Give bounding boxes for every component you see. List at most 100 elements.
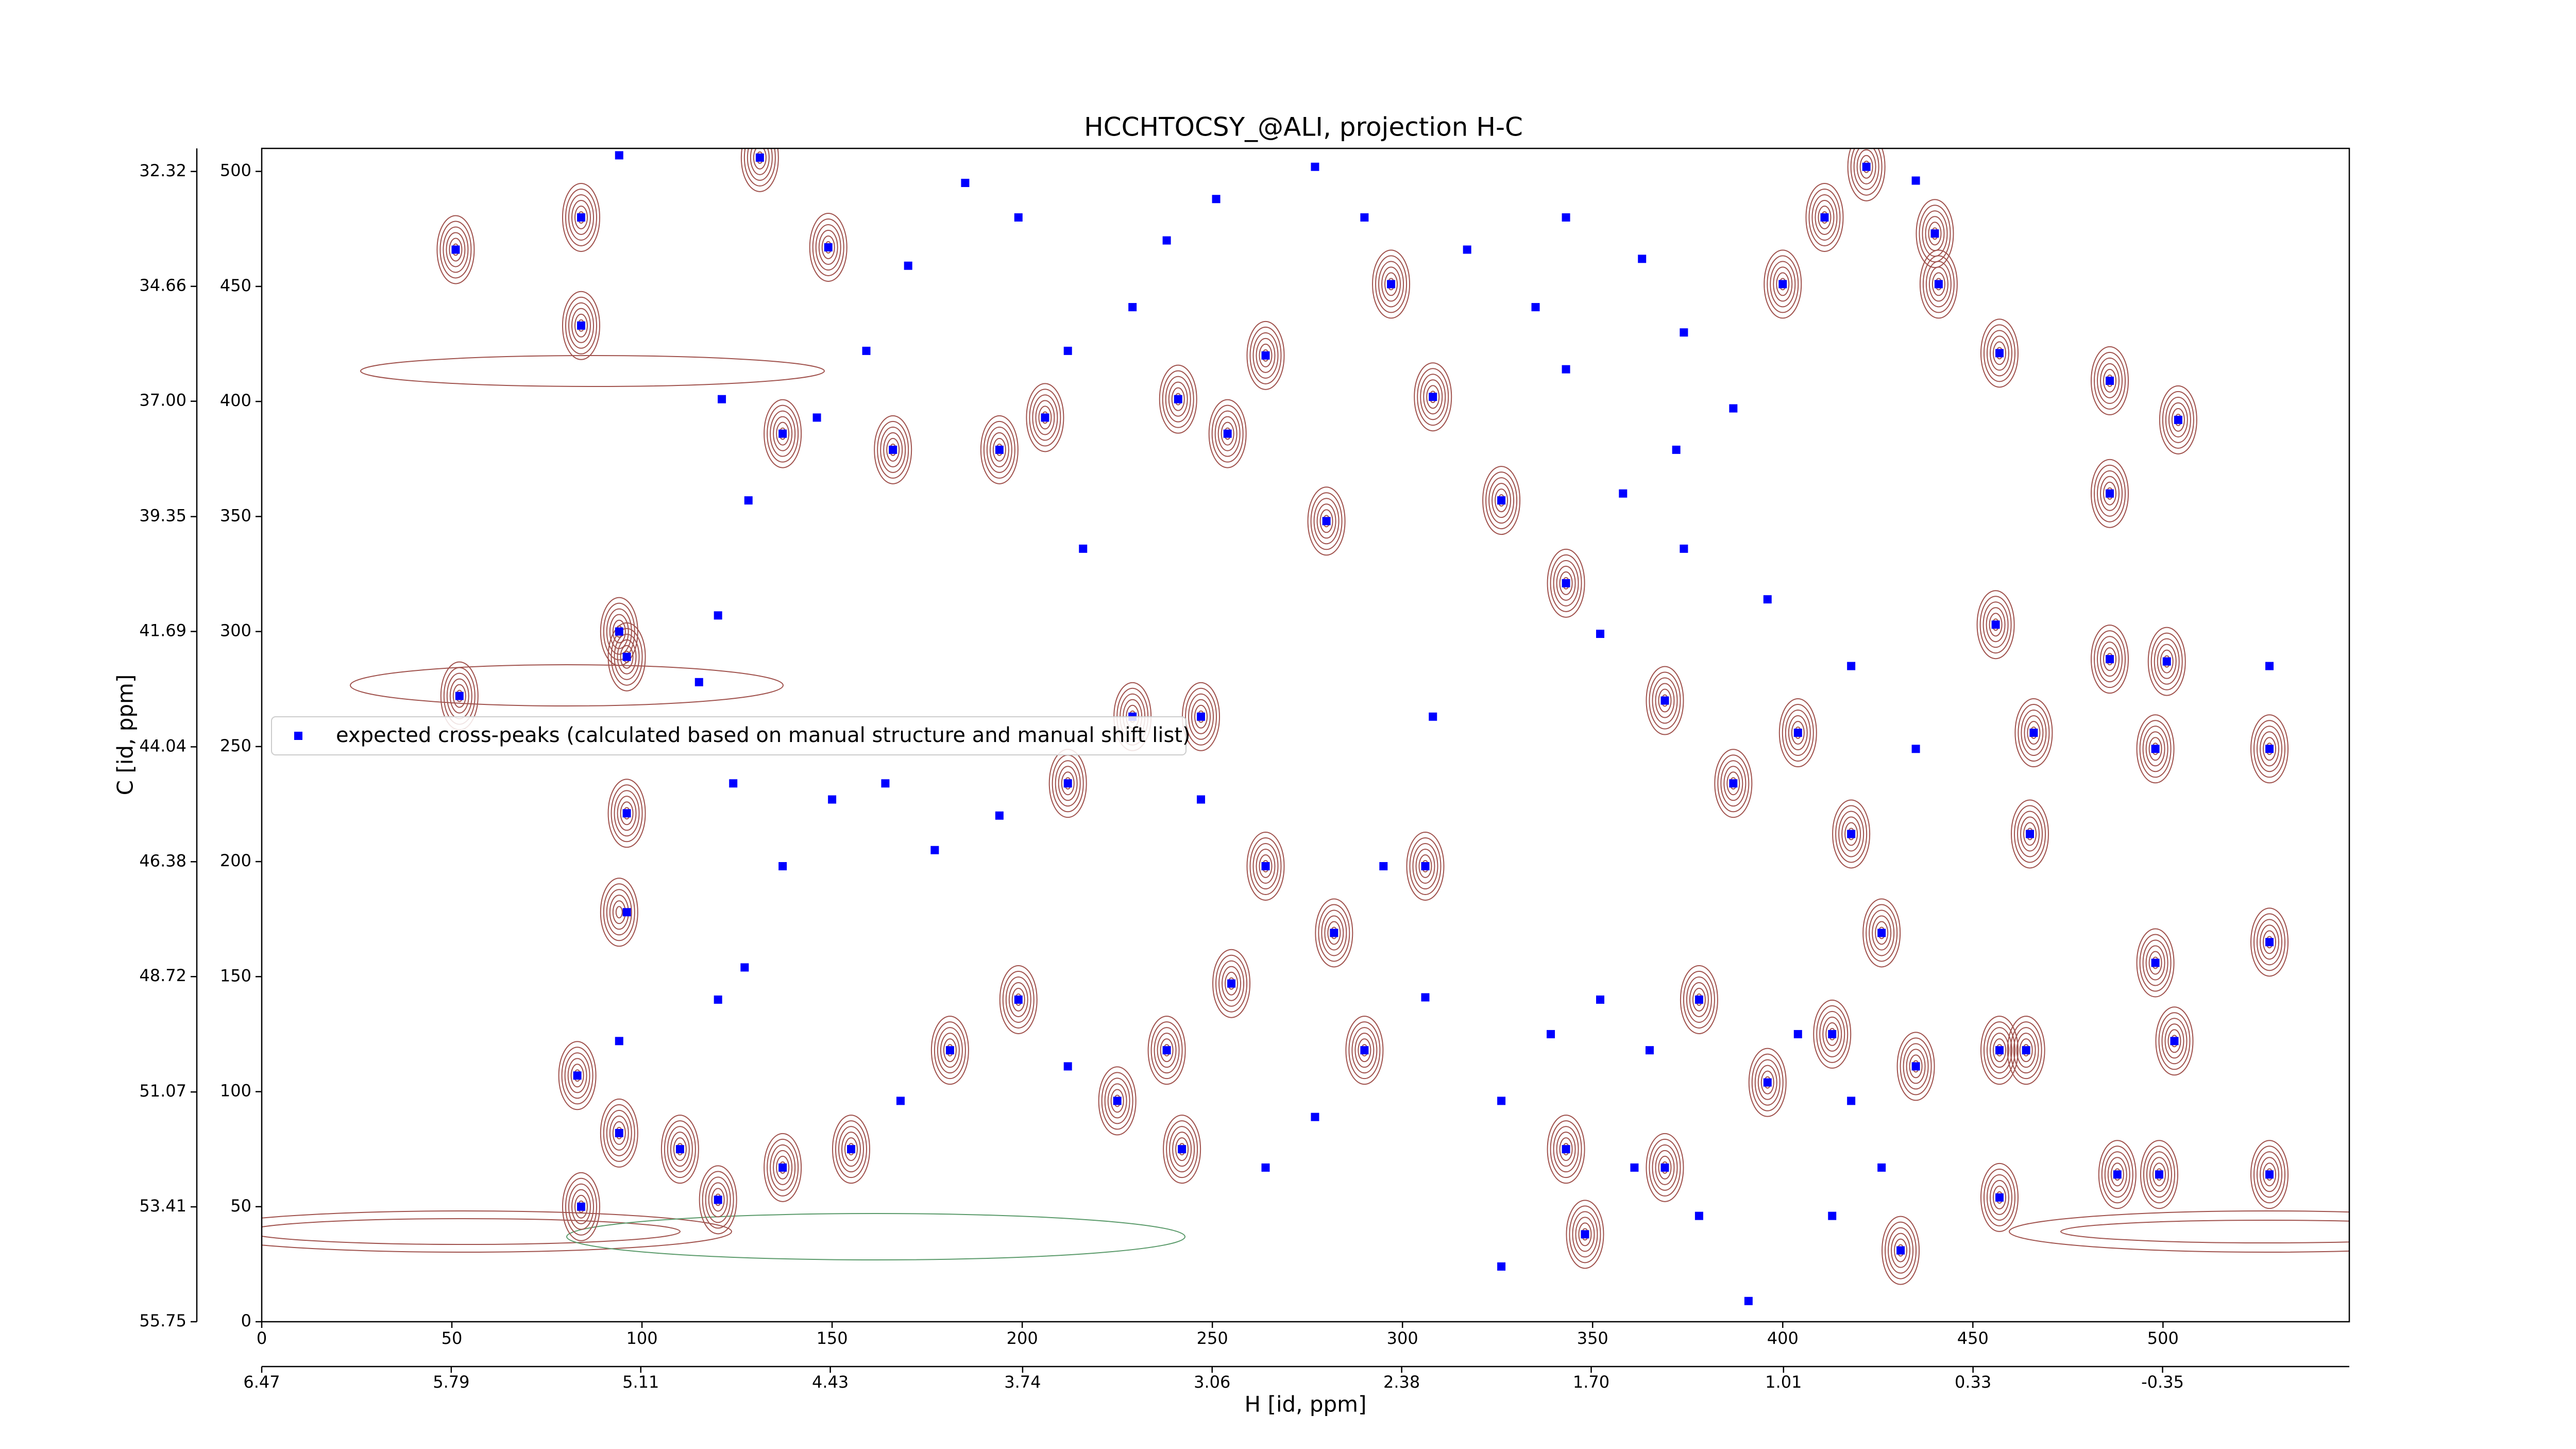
contour-ring xyxy=(1150,1021,1183,1080)
contour-ring xyxy=(1989,613,2003,637)
contour-ring xyxy=(1495,488,1509,513)
contour-ring xyxy=(2159,385,2197,454)
contour-peak xyxy=(562,1172,600,1241)
contour-peak xyxy=(980,415,1019,484)
contour-peak xyxy=(764,399,802,468)
contour-ring xyxy=(2024,715,2044,751)
contour-ring xyxy=(1819,1010,1845,1057)
contour-ring xyxy=(2260,1157,2280,1192)
cross-peak-marker xyxy=(1421,862,1430,870)
contour-ring xyxy=(2148,951,2162,975)
contour-ring xyxy=(2110,1162,2124,1187)
cross-peak-marker xyxy=(455,692,464,700)
contour-ring xyxy=(2146,1151,2172,1198)
contour-ring xyxy=(673,1137,687,1161)
contour-peak xyxy=(2250,714,2289,784)
cross-peak-marker xyxy=(1995,1193,2004,1202)
contour-peak xyxy=(1980,318,2019,388)
cross-peak-marker xyxy=(1531,303,1540,312)
contour-ring xyxy=(1572,1211,1598,1258)
contour-peak xyxy=(2007,1016,2045,1085)
contour-ring xyxy=(1246,831,1285,901)
contour-ring xyxy=(603,602,635,661)
contour-peak xyxy=(2014,698,2053,768)
contour-ring xyxy=(2263,930,2277,954)
contour-ring xyxy=(2100,476,2120,511)
cross-peak-marker xyxy=(1128,303,1137,312)
contour-ring xyxy=(607,779,646,848)
contour-ring xyxy=(1384,272,1398,296)
cross-peak-marker xyxy=(2106,376,2114,385)
contour-ring xyxy=(776,422,790,446)
contour-ring xyxy=(1655,1150,1675,1185)
contour-ring xyxy=(2148,737,2162,761)
cross-peak-marker xyxy=(1322,517,1331,526)
contour-ring xyxy=(2014,698,2053,768)
cross-peak-marker xyxy=(1197,795,1206,804)
contour-ring xyxy=(574,205,588,229)
contour-ring xyxy=(1891,1233,1911,1268)
contour-ring xyxy=(2257,919,2283,966)
contour-ring xyxy=(1318,904,1350,962)
cross-peak-marker xyxy=(1911,176,1920,185)
axes: 0 50 100 150 200 250 300 350 400 450 500 0 50 100 150 2… xyxy=(139,161,2184,1392)
y2-tick-label: 55.75 xyxy=(139,1311,187,1330)
contour-ring xyxy=(2103,647,2117,671)
x2-tick-label: 1.01 xyxy=(1765,1372,1802,1392)
contour-ring xyxy=(770,1144,796,1191)
contour-ring xyxy=(1482,466,1521,535)
contour-ring xyxy=(1569,1205,1601,1263)
contour-ring xyxy=(1101,1072,1133,1130)
contour-ring xyxy=(1175,1137,1189,1161)
contour-ring xyxy=(1788,715,1808,751)
cross-peak-marker xyxy=(1847,662,1856,670)
contour-ring xyxy=(1166,1120,1198,1178)
contour-ring xyxy=(603,883,635,941)
contour-ring xyxy=(565,188,597,246)
contour-ring xyxy=(1171,387,1185,411)
contour-ring xyxy=(1061,771,1075,796)
contour-ring xyxy=(1559,571,1573,595)
contour-ring xyxy=(1925,216,1945,251)
contour-ring xyxy=(1989,335,2009,371)
contour-ring xyxy=(1811,194,1838,241)
contour-peak xyxy=(558,1041,597,1110)
y-tick-label: 500 xyxy=(220,161,251,180)
contour-ring xyxy=(2263,737,2277,761)
cross-peak-marker xyxy=(577,1202,585,1211)
contour-peak xyxy=(2011,799,2049,869)
contour-ring xyxy=(1872,915,1892,951)
contour-ring xyxy=(1345,1016,1384,1085)
contour-ring xyxy=(1992,1038,2006,1063)
contour-ring xyxy=(567,1058,587,1093)
contour-ring xyxy=(1983,324,2015,382)
x-tick-label: 300 xyxy=(1387,1328,1418,1348)
cross-peak-marker xyxy=(930,846,939,854)
contour-ring xyxy=(940,1033,960,1068)
contour-ring xyxy=(1002,970,1035,1029)
contour-peak xyxy=(562,291,600,360)
contour-ring xyxy=(767,405,799,463)
cross-peak-marker xyxy=(1694,995,1703,1004)
contour-peak xyxy=(1976,590,2015,660)
contour-ring xyxy=(1773,266,1793,302)
contour-ring xyxy=(815,224,841,271)
contour-ring xyxy=(1986,1174,2012,1221)
contour-peak xyxy=(1862,898,1901,968)
cross-peak-marker xyxy=(1497,496,1506,505)
y2-tick-label: 51.07 xyxy=(139,1081,187,1101)
contour-ring xyxy=(1992,1185,2006,1209)
contour-ring xyxy=(773,416,793,451)
cross-peak-marker xyxy=(1793,729,1802,737)
contour-ring xyxy=(1011,987,1025,1012)
contour-peak xyxy=(1315,898,1353,968)
cross-peak-marker xyxy=(1212,195,1221,204)
cross-peak-marker xyxy=(1562,365,1570,374)
contour-ring xyxy=(571,308,591,343)
cross-peak-marker xyxy=(1379,862,1388,870)
contour-ridges xyxy=(262,355,2349,1260)
contour-ring xyxy=(809,212,848,282)
contour-ring xyxy=(1218,960,1245,1007)
contour-ring xyxy=(1191,699,1211,734)
contour-ring xyxy=(1259,343,1273,367)
